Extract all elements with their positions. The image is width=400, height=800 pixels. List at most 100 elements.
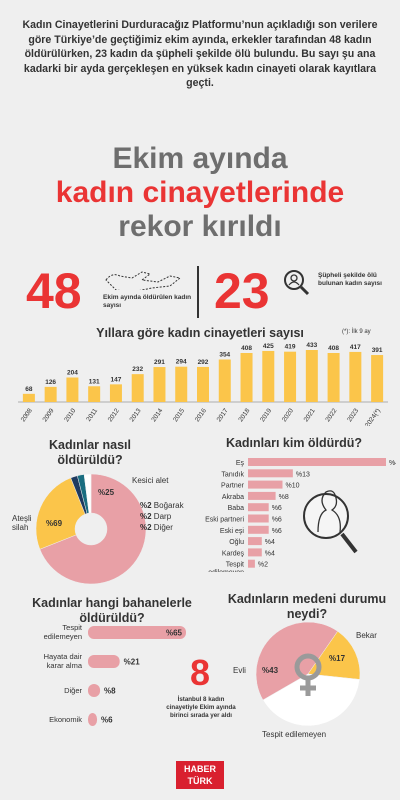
slice-label-atesli: Ateşli silah	[12, 514, 32, 532]
value-label-2008: 68	[25, 386, 33, 393]
tick-label-2016: 2016	[194, 407, 208, 423]
tick-label-2015: 2015	[172, 407, 186, 423]
yearly-chart-title: Yıllara göre kadın cinayetleri sayısı	[96, 326, 304, 340]
marital-label-evli: Evli	[233, 666, 246, 675]
who-bar-6	[248, 525, 269, 534]
who-pct-2: %10	[286, 483, 300, 490]
value-label-2012: 147	[111, 376, 122, 383]
logo-line-1: HABER	[183, 764, 216, 774]
suspicious-count: 23	[214, 263, 270, 319]
how-killed-slice-1	[36, 477, 86, 550]
excuse-label-0: Tespit	[62, 624, 83, 632]
killed-label: Ekim ayında öldürülen kadın sayısı	[103, 294, 192, 309]
magnifier-icon	[284, 270, 310, 296]
value-label-2023: 417	[350, 344, 361, 351]
excuses-title: Kadınlar hangi bahanelerle öldürüldü?	[32, 596, 192, 625]
excuse-pct-0: %65	[166, 629, 183, 638]
tick-label-2014: 2014	[150, 407, 164, 423]
value-label-2010: 204	[67, 370, 78, 377]
stats-divider	[197, 266, 199, 318]
bar-2015	[175, 366, 188, 402]
who-label-6: Eski eşi	[220, 528, 245, 535]
who-label-5: Eski partneri	[205, 517, 244, 524]
yearly-bar-chart: 68 2008 126 2009 204 2010 131 2011 147 2012 232 201…	[18, 342, 388, 426]
value-label-2016: 292	[198, 359, 209, 366]
who-bar-3	[248, 491, 276, 500]
tick-label-2011: 2011	[85, 407, 99, 423]
excuse-label-2: Diğer	[64, 686, 82, 695]
bar-2016	[197, 366, 209, 402]
value-label-2019: 425	[263, 343, 274, 350]
excuse-pct-3: %6	[101, 716, 113, 725]
bar-2023	[349, 351, 362, 402]
excuse-bar-0	[88, 626, 186, 639]
bar-2014	[153, 367, 166, 402]
who-bar-5	[248, 514, 269, 523]
tick-label-2017: 2017	[216, 407, 230, 423]
magnifier-silhouette-icon	[303, 490, 358, 554]
value-label-2022: 408	[328, 345, 339, 352]
bar-2018	[240, 353, 253, 402]
who-label-7: Oğlu	[229, 539, 244, 546]
slice-pct-kesici: %25	[98, 488, 115, 497]
how-killed-title: Kadınlar nasıl öldürüldü?	[49, 438, 131, 467]
logo-line-2: TÜRK	[187, 776, 213, 786]
who-pct-9: %2	[258, 562, 268, 569]
who-pct-6: %6	[272, 528, 282, 535]
bar-2008	[22, 393, 35, 402]
bar-2010	[66, 377, 79, 402]
value-label-2021: 433	[306, 342, 317, 349]
marital-slice-2	[262, 673, 360, 726]
excuse-label-0-b: edilemeyen	[44, 632, 82, 641]
excuse-bar-1	[88, 655, 120, 668]
slice-label-kesici: Kesici alet	[132, 476, 169, 485]
yearly-chart-note: (*): İlk 9 ay	[342, 329, 371, 335]
suspicious-label: Şüpheli şekilde ölü bulunan kadın sayısı	[318, 272, 382, 287]
who-bar-8	[248, 548, 262, 557]
bar-2011	[88, 386, 101, 402]
who-killed-bar-chart: Eş %40 Tanıdık %13 Partner %10 Akraba %8 Baba %6 E…	[205, 458, 396, 572]
tick-label-2020: 2020	[281, 407, 295, 423]
excuse-bar-2	[88, 684, 101, 697]
who-killed-title: Kadınları kim öldürdü?	[225, 436, 363, 450]
excuse-bar-3	[88, 713, 98, 726]
value-label-2017: 354	[219, 351, 230, 358]
tick-label-2013: 2013	[129, 407, 143, 423]
who-bar-2	[248, 480, 283, 489]
tick-label-2010: 2010	[63, 407, 77, 423]
excuse-label-1-b: karar alma	[47, 661, 83, 670]
who-label-9: Tespit	[226, 562, 244, 569]
headline-line-3: rekor kırıldı	[118, 210, 282, 243]
who-bar-9	[248, 559, 255, 568]
female-symbol-icon	[294, 653, 322, 696]
bar-2019	[262, 350, 275, 402]
slice-pct-atesli: %69	[46, 519, 63, 528]
tick-label-2024(*): 2024(*)	[364, 407, 382, 426]
bar-2020	[284, 351, 297, 402]
who-label-1: Tanıdık	[221, 471, 244, 478]
value-label-2013: 232	[132, 366, 143, 373]
who-pct-8: %4	[265, 550, 275, 557]
who-label-9-b: edilemeyen	[208, 570, 244, 572]
haberturk-logo: HABER TÜRK	[176, 761, 224, 789]
who-pct-0: %40	[389, 460, 396, 467]
bar-2017	[218, 359, 231, 402]
marital-pct-bekar: %17	[329, 654, 346, 663]
slice-pct-darp: %2 Darp	[140, 512, 172, 521]
how-killed-slice-4	[83, 474, 92, 514]
how-killed-slice-0	[39, 474, 146, 584]
excuse-label-1: Hayata dair	[44, 652, 83, 661]
bar-2012	[109, 384, 122, 402]
how-killed-pie-chart	[36, 474, 146, 584]
killed-count: 48	[26, 263, 82, 319]
marital-label-tespit: Tespit edilemeyen	[262, 730, 327, 739]
marital-title: Kadınların medeni durumu neydi?	[227, 592, 387, 621]
tick-label-2023: 2023	[346, 407, 360, 423]
who-pct-7: %4	[265, 539, 275, 546]
who-pct-3: %8	[279, 494, 289, 501]
istanbul-text: İstanbul 8 kadın cinayetiyle Ekim ayında…	[166, 696, 236, 719]
value-label-2015: 294	[176, 359, 187, 366]
tick-label-2022: 2022	[324, 407, 338, 423]
who-pct-5: %6	[272, 517, 282, 524]
